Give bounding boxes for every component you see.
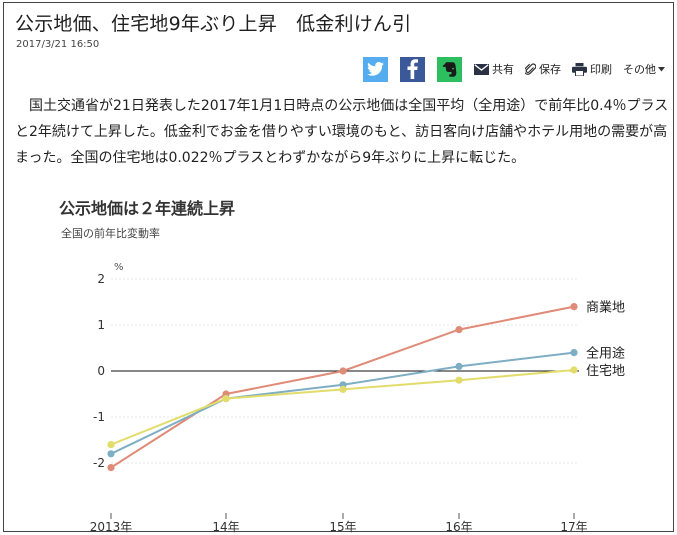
twitter-icon (367, 62, 384, 76)
facebook-button[interactable] (400, 56, 425, 82)
data-point (107, 441, 115, 449)
save-link[interactable]: 保存 (525, 61, 561, 77)
y-tick-label: 1 (97, 318, 105, 332)
article-timestamp: 2017/3/21 16:50 (16, 39, 100, 50)
series-label: 全用途 (586, 346, 625, 362)
paperclip-icon (525, 63, 536, 76)
data-point (339, 367, 347, 375)
print-link[interactable]: 印刷 (572, 61, 612, 77)
y-tick-label: -2 (93, 456, 105, 470)
chart-container: 公示地価は２年連続上昇 全国の前年比変動率 2 1 0 -1 -2% 2013年 14年 15… (4, 188, 675, 533)
more-menu[interactable]: その他 (623, 61, 665, 77)
chart-title: 公示地価は２年連続上昇 (59, 199, 236, 218)
x-tick-label: 15年 (329, 520, 356, 533)
article-body: 国土交通省が21日発表した2017年1月1日時点の公示地価は全国平均（全用途）で… (15, 93, 670, 171)
data-point (339, 385, 347, 393)
mail-icon (474, 63, 489, 75)
x-tick-label: 14年 (212, 520, 239, 533)
y-tick-label: -1 (93, 410, 105, 424)
y-tick-label: 0 (97, 364, 105, 378)
more-label: その他 (623, 63, 656, 76)
print-label: 印刷 (590, 63, 612, 76)
data-point (455, 362, 463, 370)
share-link[interactable]: 共有 (474, 61, 514, 77)
y-tick-label: 2 (97, 272, 105, 286)
article-paragraph: 国土交通省が21日発表した2017年1月1日時点の公示地価は全国平均（全用途）で… (15, 98, 669, 166)
data-point (455, 326, 463, 334)
share-toolbar: 共有 保存 印刷 その他 (363, 55, 665, 83)
printer-icon (572, 62, 587, 76)
data-point (570, 349, 578, 357)
data-point (570, 366, 578, 374)
x-tick-label: 16年 (445, 520, 472, 533)
data-point (455, 376, 463, 384)
series-label: 住宅地 (586, 364, 625, 379)
data-point (222, 395, 230, 403)
article-frame: 公示地価、住宅地9年ぶり上昇 低金利けん引 2017/3/21 16:50 (3, 2, 675, 533)
save-label: 保存 (539, 63, 561, 76)
data-point (107, 464, 115, 472)
x-tick-label: 17年 (560, 520, 587, 533)
data-point (107, 450, 115, 458)
series-line (110, 368, 575, 446)
evernote-icon (442, 61, 457, 77)
series-label: 商業地 (586, 300, 625, 316)
twitter-button[interactable] (363, 56, 388, 82)
share-label: 共有 (492, 63, 514, 76)
x-tick-label: 2013年 (90, 520, 133, 533)
facebook-icon (407, 59, 418, 79)
data-point (570, 303, 578, 311)
evernote-button[interactable] (437, 56, 462, 82)
chart-subtitle: 全国の前年比変動率 (61, 227, 160, 240)
caret-down-icon (658, 66, 665, 72)
article-headline: 公示地価、住宅地9年ぶり上昇 低金利けん引 (15, 13, 412, 35)
y-unit-label: % (114, 262, 124, 273)
